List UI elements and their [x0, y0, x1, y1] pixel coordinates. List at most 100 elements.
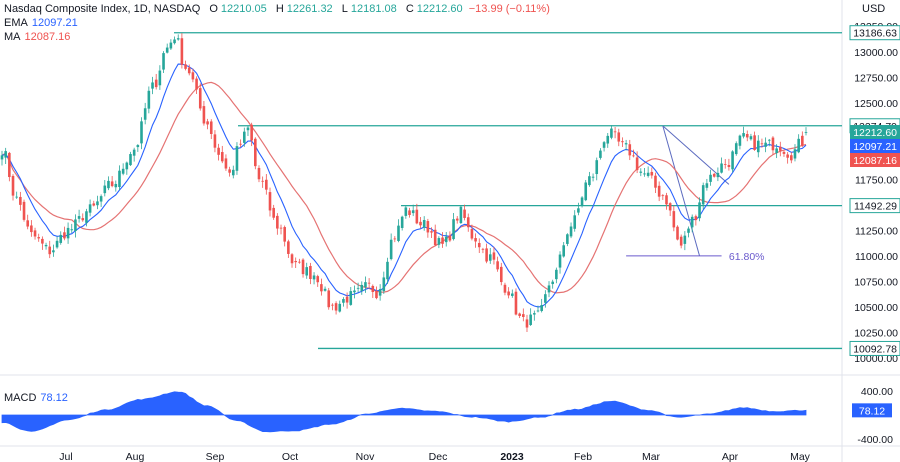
- candle-body: [389, 239, 393, 260]
- candle-body: [404, 207, 408, 216]
- candle-body: [191, 72, 195, 80]
- candle-body: [44, 244, 48, 247]
- candle-body: [617, 132, 621, 142]
- candle-body: [709, 174, 712, 182]
- candle-body: [74, 219, 77, 232]
- candle-body: [790, 155, 793, 161]
- candle-body: [488, 254, 492, 261]
- candle-body: [272, 207, 275, 218]
- candle-body: [547, 285, 551, 293]
- price-tick-label: 11250.00: [855, 225, 898, 237]
- candle-body: [610, 128, 613, 138]
- candle-body: [496, 261, 499, 270]
- candle-body: [360, 284, 364, 291]
- candle-body: [323, 288, 327, 291]
- ma-legend-value: 12087.16: [24, 31, 71, 43]
- candle-body: [169, 42, 173, 49]
- candle-body: [59, 234, 63, 243]
- candle-body: [566, 234, 569, 244]
- candle-body: [356, 287, 360, 289]
- candle-body: [129, 154, 132, 166]
- candle-body: [147, 90, 151, 109]
- macd-tick-label: -400.00: [857, 434, 893, 446]
- candle-body: [37, 237, 41, 239]
- candle-body: [470, 228, 474, 239]
- candle-body: [606, 135, 610, 144]
- candle-body: [290, 254, 294, 264]
- candle-body: [228, 169, 231, 173]
- ohlc-change: −13.99 (−0.11%): [468, 3, 550, 15]
- candle-body: [4, 151, 7, 158]
- candle-body: [99, 196, 103, 202]
- level-badge-label: 11492.29: [854, 201, 897, 213]
- candle-body: [8, 152, 11, 178]
- candle-body: [657, 185, 661, 197]
- macd-legend-value: 78.12: [40, 392, 68, 404]
- candle-body: [628, 144, 632, 156]
- candle-body: [720, 163, 723, 173]
- ema-legend[interactable]: EMA 12097.21: [4, 17, 78, 29]
- ema-line: [1, 63, 807, 308]
- candle-body: [723, 164, 727, 165]
- candle-body: [132, 149, 136, 156]
- candle-body: [599, 150, 602, 158]
- candle-body: [217, 147, 220, 155]
- candle-body: [745, 134, 749, 138]
- candle-body: [463, 209, 466, 218]
- price-badge-label: 12087.16: [853, 155, 897, 167]
- chart-title: Nasdaq Composite Index, 1D, NASDAQ: [4, 3, 201, 15]
- candle-body: [52, 250, 55, 253]
- candle-body: [602, 142, 606, 148]
- candle-body: [661, 195, 665, 197]
- candle-body: [683, 235, 687, 244]
- ma-legend[interactable]: MA 12087.16: [4, 31, 71, 43]
- candle-body: [441, 237, 444, 244]
- candle-body: [411, 210, 415, 214]
- candle-body: [202, 106, 206, 124]
- time-axis-label: Oct: [282, 451, 298, 462]
- candle-body: [143, 108, 147, 120]
- candle-body: [786, 154, 789, 158]
- candle-body: [767, 139, 771, 141]
- candle-body: [742, 133, 745, 137]
- candle-body: [382, 277, 386, 292]
- ema-legend-value: 12097.21: [31, 17, 78, 29]
- macd-legend[interactable]: MACD 78.12: [4, 392, 68, 404]
- candle-body: [231, 169, 235, 176]
- candle-body: [507, 291, 510, 296]
- candle-body: [198, 88, 202, 109]
- candle-body: [624, 143, 628, 145]
- candle-body: [408, 210, 411, 216]
- candle-body: [121, 168, 125, 174]
- candle-body: [243, 131, 246, 143]
- candle-body: [455, 218, 459, 221]
- candle-body: [712, 173, 716, 177]
- time-axis-label: Jul: [59, 451, 72, 462]
- candle-body: [386, 261, 389, 280]
- candle-body: [173, 39, 176, 44]
- candle-body: [613, 131, 617, 133]
- time-axis-label: Nov: [356, 451, 375, 462]
- candle-body: [158, 70, 162, 86]
- candle-body: [687, 228, 690, 233]
- candle-body: [239, 143, 242, 145]
- ohlc-low: L 12181.08: [341, 3, 397, 15]
- level-badge-label: 10092.78: [853, 343, 897, 355]
- price-tick-label: 10750.00: [854, 276, 898, 288]
- candle-body: [771, 137, 775, 151]
- candle-body: [15, 196, 18, 198]
- candle-body: [536, 310, 540, 312]
- candle-body: [118, 170, 121, 188]
- time-axis-label: Feb: [574, 451, 592, 462]
- candle-body: [577, 208, 580, 213]
- candle-body: [477, 242, 481, 248]
- candle-body: [165, 47, 169, 53]
- candle-body: [342, 299, 345, 303]
- candle-body: [551, 281, 554, 285]
- candle-body: [426, 221, 430, 233]
- candle-body: [760, 143, 764, 145]
- candle-body: [430, 231, 433, 233]
- candle-body: [650, 171, 654, 176]
